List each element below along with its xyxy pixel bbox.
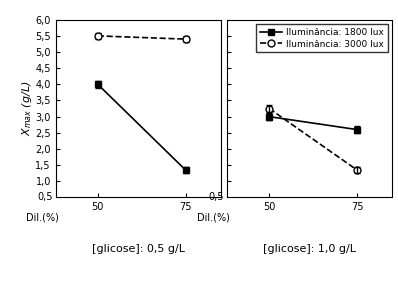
Text: Dil.(%): Dil.(%) xyxy=(26,213,59,222)
Text: [glicose]: 0,5 g/L: [glicose]: 0,5 g/L xyxy=(92,244,185,254)
Legend: Iluminância: 1800 lux, Iluminância: 3000 lux: Iluminância: 1800 lux, Iluminância: 3000… xyxy=(256,24,388,52)
Text: 0,5: 0,5 xyxy=(209,192,224,202)
Text: Dil.(%): Dil.(%) xyxy=(197,213,230,222)
Y-axis label: $X_{max}$ (g/L): $X_{max}$ (g/L) xyxy=(20,81,34,136)
Text: [glicose]: 1,0 g/L: [glicose]: 1,0 g/L xyxy=(263,244,356,254)
Text: 0,5: 0,5 xyxy=(37,192,53,202)
